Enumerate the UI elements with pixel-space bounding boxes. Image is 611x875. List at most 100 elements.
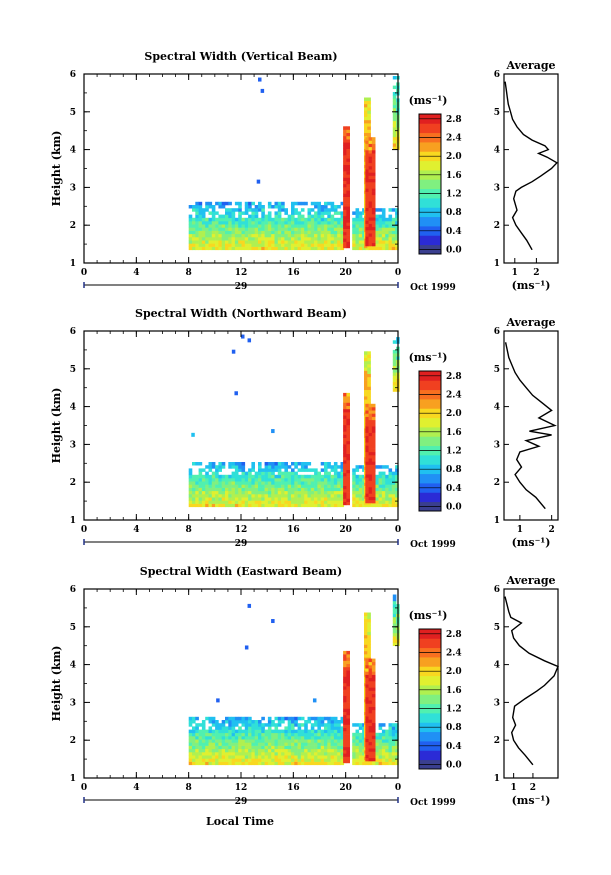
heat-cell (205, 503, 209, 508)
heat-cell (244, 224, 249, 228)
heat-cell (395, 748, 399, 753)
heat-cell (362, 481, 366, 485)
heat-cell (291, 211, 295, 215)
heat-cell (248, 500, 252, 504)
heat-cell (340, 503, 345, 508)
heat-cell (294, 497, 298, 501)
heat-cell (208, 211, 213, 215)
heat-cell (221, 742, 226, 746)
heat-cell (211, 497, 216, 501)
heat-cell (287, 755, 292, 759)
heat-cell (225, 720, 229, 724)
heat-cell (195, 761, 199, 766)
heat-cell (228, 739, 232, 743)
heat-cell (274, 474, 279, 479)
heat-cell (333, 732, 338, 737)
heat-cell (188, 720, 193, 724)
heat-cell (244, 237, 249, 241)
heat-cell (274, 497, 279, 501)
heat-cell (277, 716, 282, 721)
heat-cell (367, 126, 371, 130)
heat-cell (297, 761, 302, 766)
heat-cell (201, 739, 206, 743)
heat-cell (201, 723, 206, 727)
heat-cell (271, 471, 275, 476)
heat-cell (364, 759, 368, 764)
heat-cell (324, 243, 328, 247)
heat-cell (254, 726, 259, 730)
heat-cell (365, 172, 369, 176)
heat-cell (368, 709, 373, 714)
heat-cell (291, 471, 295, 476)
heat-cell (208, 752, 213, 756)
heat-cell (364, 631, 368, 636)
heat-cell (317, 748, 321, 753)
heat-cell (375, 758, 379, 762)
heat-cell (284, 217, 288, 222)
heat-cell (327, 462, 331, 466)
heat-cell (254, 494, 259, 498)
heat-cell (281, 497, 285, 501)
heat-cell (375, 484, 379, 488)
heat-cell (284, 478, 288, 482)
heat-cell (248, 723, 252, 727)
heat-cell (221, 726, 226, 730)
heat-cell (391, 237, 396, 241)
heat-cell (346, 437, 350, 442)
heat-cell (343, 209, 347, 213)
heat-cell (395, 217, 399, 222)
heat-cell (300, 474, 305, 479)
heat-cell (368, 194, 373, 199)
colorbar-tick-label: 2.4 (446, 134, 462, 144)
heat-cell (228, 246, 232, 251)
heat-cell (365, 413, 369, 417)
colorbar-swatch (419, 694, 441, 705)
heat-cell (365, 745, 369, 749)
heat-cell (367, 647, 371, 652)
heat-cell (248, 214, 252, 219)
heat-cell (343, 743, 347, 748)
heat-cell (320, 233, 325, 238)
heat-cell (368, 429, 373, 433)
heat-cell (314, 723, 318, 727)
heat-cell (392, 597, 397, 602)
x-tick-label: 12 (235, 268, 248, 278)
heat-cell (330, 726, 335, 730)
heat-cell (300, 484, 305, 488)
heat-cell (381, 246, 386, 251)
heat-cell (304, 481, 308, 485)
heat-cell (324, 487, 328, 492)
heat-cell (234, 500, 239, 504)
heat-cell (317, 230, 321, 235)
heat-cell (327, 732, 331, 737)
heat-cell (343, 650, 347, 655)
heat-cell (277, 214, 282, 219)
heat-cell (368, 697, 373, 701)
heat-cell (371, 439, 376, 443)
heat-cell (258, 474, 262, 479)
heat-cell (333, 465, 338, 469)
heat-cell (391, 487, 396, 492)
heat-cell (378, 726, 383, 730)
heat-cell (267, 723, 272, 727)
heat-cell (284, 755, 288, 759)
heat-cell (365, 709, 369, 714)
heat-cell (343, 415, 347, 419)
heat-cell (251, 233, 255, 238)
heat-cell (271, 723, 275, 727)
heat-cell (324, 208, 328, 212)
heat-cell (307, 227, 312, 231)
heat-cell (208, 739, 213, 743)
heat-cell (375, 240, 379, 244)
heat-cell (218, 205, 222, 209)
heat-cell (371, 658, 376, 663)
heat-cell (281, 201, 285, 206)
heat-cell (375, 465, 379, 469)
x-tick-label: 8 (186, 525, 192, 535)
heat-cell (211, 732, 216, 737)
heat-cell (343, 689, 347, 693)
heat-cell (277, 729, 282, 734)
heat-cell (388, 497, 393, 501)
heat-cell (310, 726, 315, 730)
heat-cell (391, 471, 396, 476)
